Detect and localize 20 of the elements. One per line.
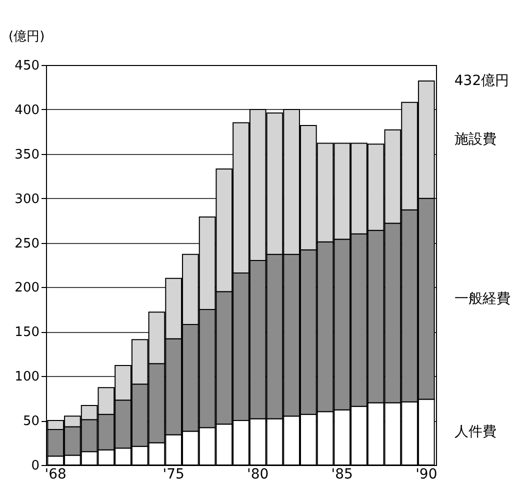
x-tick-label: '80 (247, 466, 269, 482)
y-tick-label: 50 (22, 414, 40, 430)
series-label: 施設費 (454, 132, 496, 148)
y-tick-label: 150 (14, 325, 40, 340)
y-tick-label: 350 (14, 147, 40, 162)
y-tick-label: 300 (14, 192, 40, 207)
y-tick-label: 250 (14, 236, 40, 252)
series-label: 一般経費 (454, 290, 510, 307)
series-label: 人件費 (454, 424, 496, 440)
x-tick-label: '90 (416, 466, 438, 482)
y-tick-label: 100 (14, 370, 40, 385)
y-tick-label: 200 (14, 280, 40, 296)
y-tick-label: 450 (14, 58, 40, 74)
annotation: 432億円 (454, 73, 510, 89)
y-axis-title: (億円) (8, 30, 45, 44)
y-tick-label: 400 (14, 102, 40, 118)
x-tick-label: '75 (162, 466, 184, 482)
x-tick-label: '85 (331, 466, 353, 482)
y-tick-label: 0 (31, 458, 40, 474)
x-tick-label: '68 (44, 466, 66, 482)
